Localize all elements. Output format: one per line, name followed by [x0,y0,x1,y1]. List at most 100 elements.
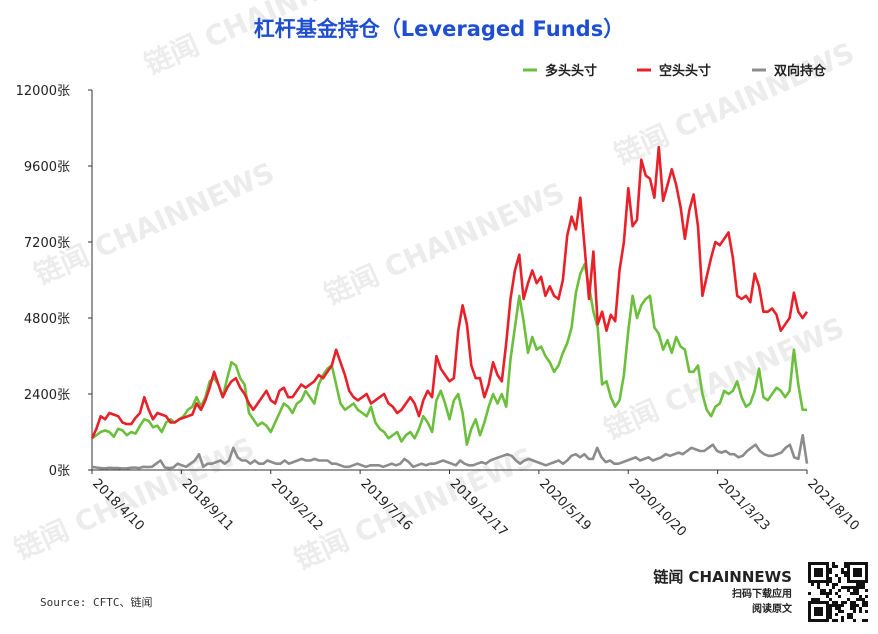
qr-module [808,592,811,595]
qr-module [853,619,856,622]
qr-module [838,589,841,592]
y-tick-label: 12000张 [16,84,70,99]
watermark-text: 链闻 CHAINNEWS [599,311,849,446]
qr-module [832,601,835,604]
qr-module [838,607,841,610]
qr-module [850,601,853,604]
qr-module [853,589,856,592]
qr-module [823,592,826,595]
watermark-text: 链闻 CHAINNEWS [29,156,279,291]
qr-module [829,571,832,574]
series-line-1 [91,262,807,447]
qr-module [844,601,847,604]
qr-module [862,619,865,622]
qr-module [844,586,847,589]
qr-module [859,598,862,601]
qr-module [832,565,835,568]
qr-module [835,607,838,610]
qr-module [844,562,847,565]
qr-module [850,613,853,616]
y-tick-label: 4800张 [24,312,70,327]
x-tick-label: 2019/2/12 [268,476,326,534]
qr-module [841,619,844,622]
qr-module [838,610,841,613]
qr-module [826,592,829,595]
qr-module [811,583,814,586]
series-line-2 [90,145,809,439]
qr-module [829,592,832,595]
qr-module [835,601,838,604]
qr-code-icon[interactable] [808,562,868,622]
qr-module [835,619,838,622]
qr-module [829,577,832,580]
qr-module [841,571,844,574]
legend-label: 双向持仓 [774,63,827,79]
qr-module [853,601,856,604]
qr-module [820,589,823,592]
qr-module [811,598,814,601]
qr-module [838,604,841,607]
qr-module [841,601,844,604]
qr-module [835,565,838,568]
qr-module [856,583,859,586]
watermark-text: 链闻 CHAINNEWS [9,431,259,566]
x-tick-label: 2018/9/11 [179,476,237,534]
qr-module [835,574,838,577]
qr-module [832,619,835,622]
qr-module [853,592,856,595]
qr-module [865,610,868,613]
qr-module [835,592,838,595]
x-tick-label: 2020/5/19 [536,476,594,534]
qr-module [829,604,832,607]
qr-module [829,607,832,610]
qr-module [841,604,844,607]
qr-module [847,589,850,592]
qr-module [838,580,841,583]
qr-module [832,562,835,565]
qr-module [817,586,820,589]
y-tick-label: 9600张 [24,160,70,175]
qr-module [856,586,859,589]
qr-module [841,586,844,589]
qr-module [835,613,838,616]
y-tick-label: 7200张 [24,236,70,251]
qr-module [856,592,859,595]
qr-module [853,607,856,610]
qr-module [844,574,847,577]
qr-module [829,613,832,616]
y-tick-label: 2400张 [24,388,70,403]
qr-module [844,571,847,574]
source-note: Source: CFTC、链闻 [40,595,152,609]
brand-sub-download: 扫码下载应用 [732,587,792,600]
qr-module [853,610,856,613]
qr-module [847,613,850,616]
qr-module [850,586,853,589]
qr-module [865,601,868,604]
x-tick-label: 2021/8/10 [804,476,862,534]
series-line-3 [91,433,809,470]
qr-module [838,577,841,580]
qr-module [832,604,835,607]
qr-module [865,589,868,592]
qr-module [817,583,820,586]
qr-finder [814,607,823,616]
qr-module [859,607,862,610]
qr-module [856,604,859,607]
qr-module [829,616,832,619]
qr-module [850,592,853,595]
qr-module [862,583,865,586]
qr-module [835,583,838,586]
qr-module [832,586,835,589]
brand-block: 链闻 CHAINNEWS 扫码下载应用 阅读原文 [653,568,793,615]
qr-module [829,580,832,583]
qr-module [829,589,832,592]
qr-module [823,589,826,592]
qr-module [829,568,832,571]
qr-module [859,595,862,598]
qr-module [862,586,865,589]
qr-module [850,604,853,607]
qr-module [859,583,862,586]
qr-module [826,583,829,586]
qr-module [853,604,856,607]
qr-module [826,595,829,598]
